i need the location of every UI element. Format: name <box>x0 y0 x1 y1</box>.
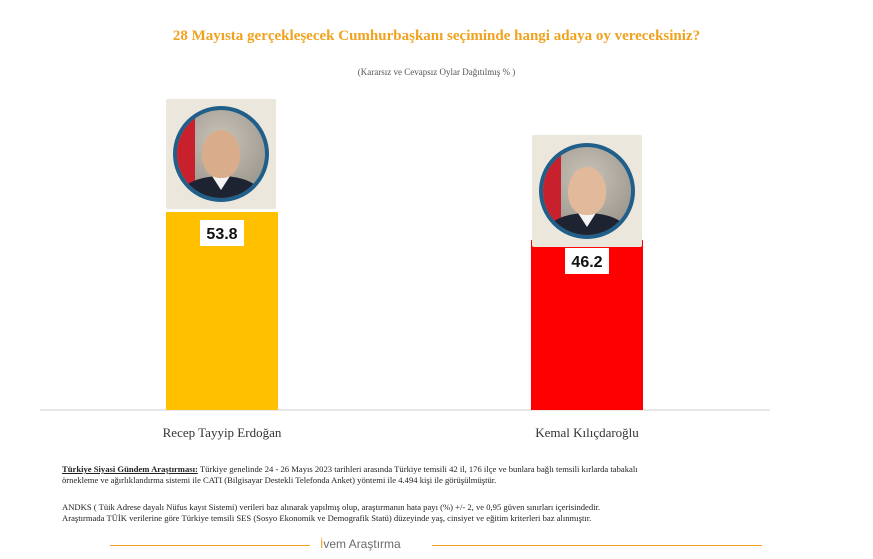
data-label-box <box>200 220 244 246</box>
chart-title: 28 Mayısta gerçekleşecek Cumhurbaşkanı s… <box>172 28 701 44</box>
data-label: 46.2 <box>571 254 602 271</box>
footer-rule-right <box>432 545 762 546</box>
methodology-line-3: ANDKS ( Tüik Adrese dayalı Nüfus kayıt S… <box>62 502 601 512</box>
methodology-line-2: örnekleme ve ağırlıklandırma sistemi ile… <box>62 474 497 485</box>
brand-logo: İvem Araştırma <box>320 537 401 551</box>
methodology-heading: Türkiye Siyasi Gündem Araştırması: <box>62 464 198 474</box>
methodology-paragraph-2: ANDKS ( Tüik Adrese dayalı Nüfus kayıt S… <box>62 502 822 523</box>
footer-rule-left <box>110 545 310 546</box>
data-label-box <box>565 247 609 274</box>
bar-chart: 53.8 Recep Tayyip Erdoğan 46.2 Kemal Kılıçd… <box>40 212 770 440</box>
category-label: Recep Tayyip Erdoğan <box>163 425 282 440</box>
methodology-line-4: Araştırmada TÜİK verilerine göre Türkiye… <box>62 512 592 523</box>
erdogan-portrait-icon <box>166 99 276 209</box>
brand-logo-text: vem Araştırma <box>323 537 401 551</box>
methodology-paragraph-1: Türkiye Siyasi Gündem Araştırması: Türki… <box>62 464 822 485</box>
methodology-line-1: Türkiye genelinde 24 - 26 Mayıs 2023 tar… <box>197 464 638 474</box>
brand-logo-initial: İ <box>320 537 324 551</box>
category-label: Kemal Kılıçdaroğlu <box>535 425 639 440</box>
kilicdaroglu-portrait-icon <box>532 135 642 247</box>
chart-subtitle: (Kararsız ve Cevapsız Oylar Dağıtılmış %… <box>357 67 516 77</box>
data-label: 53.8 <box>206 226 237 243</box>
